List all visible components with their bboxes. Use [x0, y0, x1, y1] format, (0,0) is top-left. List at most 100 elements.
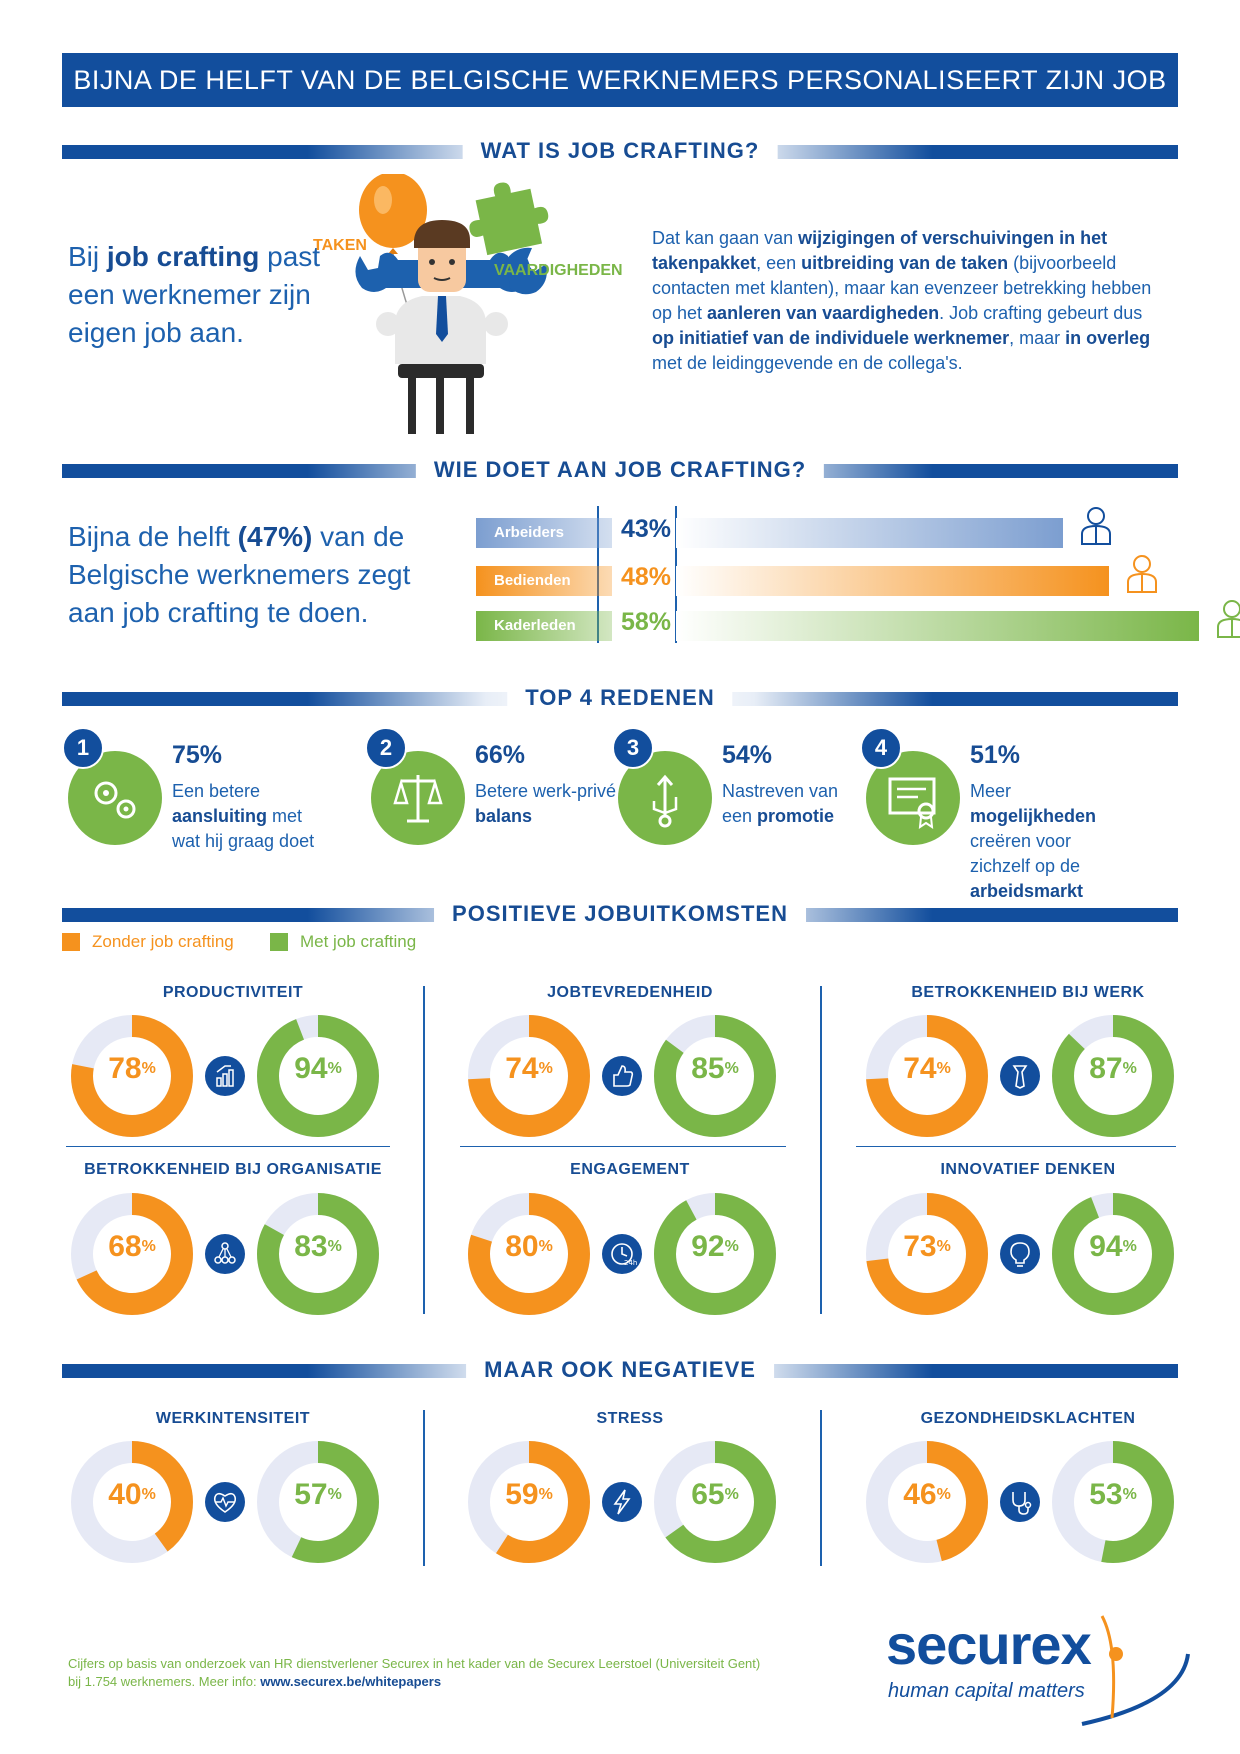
positive-donut-with-4-ring: [654, 1193, 776, 1315]
tie-icon: [1000, 1056, 1040, 1096]
positive-col-divider-0: [423, 986, 425, 1314]
negative-col-divider-1: [820, 1410, 822, 1566]
positive-title-0: PRODUCTIVITEIT: [162, 984, 304, 1001]
donut-arc: [468, 1015, 590, 1137]
positive-donut-with-0-ring: [257, 1015, 379, 1137]
positive-donut-with-4: 92%: [653, 1192, 777, 1316]
positive-row-divider-0: [66, 1146, 390, 1147]
bar-percent: 43%: [620, 515, 672, 543]
scale-icon: [393, 775, 443, 823]
logo-wordmark: securex: [886, 1613, 1092, 1676]
negative-donut-with-0-value: 57%: [294, 1478, 342, 1511]
positive-donut-without-0: 78%: [70, 1014, 194, 1138]
donut-arc: [1052, 1441, 1174, 1563]
positive-donut-without-1-ring: [468, 1015, 590, 1137]
section-header-what: WAT IS JOB CRAFTING?: [62, 133, 1178, 173]
main-title-banner: BIJNA DE HELFT VAN DE BELGISCHE WERKNEME…: [62, 53, 1178, 107]
negative-title-1: STRESS: [596, 1410, 664, 1427]
bar-row-arbeiders: Arbeiders 43%: [476, 507, 1146, 548]
positive-donut-without-4: 80%: [467, 1192, 591, 1316]
logo-tagline: human capital matters: [888, 1680, 1085, 1702]
reason-number-badge: 2: [365, 727, 407, 769]
negative-donut-without-2: 46%: [865, 1440, 989, 1564]
employee-icon: [1123, 552, 1161, 599]
reason-text: Betere werk-privé balans: [475, 781, 617, 826]
reason-item-3: 3 54% Nastreven van een promotie: [612, 727, 852, 857]
bar-row-bedienden: Bedienden 48%: [476, 555, 1157, 596]
positive-title-3: BETROKKENHEID BIJ ORGANISATIE: [84, 1161, 382, 1178]
donut-arc: [257, 1193, 379, 1315]
label-vaardigheden: VAARDIGHEDEN: [494, 262, 623, 279]
reason-number-badge: 4: [860, 727, 902, 769]
negative-donut-with-2: 53%: [1051, 1440, 1175, 1564]
negative-donut-without-1-value: 59%: [505, 1478, 553, 1511]
positive-donut-without-0-ring: [71, 1015, 193, 1137]
bar-category-label: Arbeiders: [476, 518, 612, 548]
reason-text: Meer mogelijkheden creëren voor zichzelf…: [970, 781, 1097, 901]
negative-donut-without-2-ring: [866, 1441, 988, 1563]
donut-arc: [71, 1441, 193, 1563]
certificate-icon: [888, 777, 936, 830]
negative-donut-with-0: 57%: [256, 1440, 380, 1564]
reason-percent: 51%: [970, 741, 1021, 769]
positive-title-2: BETROKKENHEID BIJ WERK: [911, 984, 1145, 1001]
positive-donut-with-3-value: 83%: [294, 1230, 342, 1263]
positive-donut-without-3: 68%: [70, 1192, 194, 1316]
positive-donut-without-1: 74%: [467, 1014, 591, 1138]
donut-arc: [654, 1193, 776, 1315]
footer-note: Cijfers op basis van onderzoek van HR di…: [68, 1656, 761, 1689]
negative-donut-without-0-ring: [71, 1441, 193, 1563]
positive-donut-with-1-ring: [654, 1015, 776, 1137]
donut-arc: [866, 1015, 988, 1137]
positive-donut-without-5: 73%: [865, 1192, 989, 1316]
positive-donut-without-4-value: 80%: [505, 1230, 553, 1263]
network-icon: [205, 1234, 245, 1274]
illustration-svg: [355, 172, 549, 434]
securex-logo: securex human capital matters: [886, 1612, 1190, 1732]
heartbeat-icon: [205, 1482, 245, 1522]
donut-arc: [654, 1015, 776, 1137]
section-title-who: WIE DOET AAN JOB CRAFTING?: [415, 452, 825, 488]
legend-with: Met job crafting: [270, 932, 416, 952]
job-crafter-illustration: [350, 172, 620, 439]
negative-donut-without-0-value: 40%: [108, 1478, 156, 1511]
negative-donut-with-1-value: 65%: [691, 1478, 739, 1511]
positive-donut-with-5-ring: [1052, 1193, 1174, 1315]
section-title-negative: MAAR OOK NEGATIEVE: [466, 1352, 774, 1388]
donut-arc: [866, 1193, 988, 1315]
positive-donut-without-3-ring: [71, 1193, 193, 1315]
positive-donut-without-4-ring: [468, 1193, 590, 1315]
positive-donut-without-3-value: 68%: [108, 1230, 156, 1263]
reason-item-1: 1 75% Een betere aansluiting met wat hij g…: [62, 727, 314, 857]
positive-title-4: ENGAGEMENT: [570, 1161, 690, 1178]
promotion-icon: [652, 774, 678, 828]
manager-icon: [1213, 597, 1240, 644]
positive-title-5: INNOVATIEF DENKEN: [940, 1161, 1116, 1178]
main-title: BIJNA DE HELFT VAN DE BELGISCHE WERKNEME…: [73, 64, 1167, 95]
section-title-positive: POSITIEVE JOBUITKOMSTEN: [434, 896, 806, 932]
bar-percent: 58%: [620, 608, 672, 636]
positive-donut-without-2: 74%: [865, 1014, 989, 1138]
positive-donut-with-5: 94%: [1051, 1192, 1175, 1316]
donut-arc: [468, 1441, 590, 1563]
negative-donut-without-2-value: 46%: [903, 1478, 951, 1511]
lightning-icon: [602, 1482, 642, 1522]
positive-donut-with-3: 83%: [256, 1192, 380, 1316]
negative-col-divider-0: [423, 1410, 425, 1566]
donut-arc: [257, 1015, 379, 1137]
footer-link[interactable]: www.securex.be/whitepapers: [260, 1674, 442, 1689]
reason-text: Een betere aansluiting met wat hij graag…: [172, 781, 315, 851]
stethoscope-icon: [1000, 1482, 1040, 1522]
section-header-who: WIE DOET AAN JOB CRAFTING?: [62, 452, 1178, 492]
negative-title-2: GEZONDHEIDSKLACHTEN: [920, 1410, 1136, 1427]
positive-donut-without-2-value: 74%: [903, 1052, 951, 1085]
negative-donut-with-2-ring: [1052, 1441, 1174, 1563]
negative-donut-with-2-value: 53%: [1089, 1478, 1137, 1511]
positive-donut-with-3-ring: [257, 1193, 379, 1315]
clock-24h-icon: 24h: [602, 1234, 642, 1274]
positive-donut-without-5-value: 73%: [903, 1230, 951, 1263]
positive-donut-with-2: 87%: [1051, 1014, 1175, 1138]
chart-icon: [205, 1056, 245, 1096]
positive-title-1: JOBTEVREDENHEID: [547, 984, 713, 1001]
reason-number-badge: 3: [612, 727, 654, 769]
